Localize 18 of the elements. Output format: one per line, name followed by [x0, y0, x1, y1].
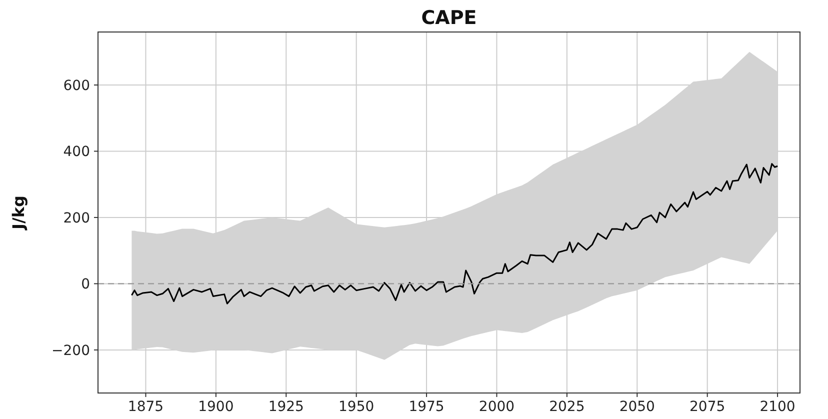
- x-tick-label: 2100: [760, 399, 796, 415]
- y-tick-label: −200: [52, 342, 90, 359]
- x-tick-label: 1900: [198, 399, 234, 415]
- x-tick-label: 1975: [408, 399, 444, 415]
- y-tick-label: 200: [63, 210, 90, 226]
- x-tick-label: 1950: [338, 399, 374, 415]
- y-tick-label: 600: [63, 78, 90, 94]
- x-tick-label: 1875: [128, 399, 164, 415]
- chart-title: CAPE: [421, 7, 477, 29]
- y-tick-label: 400: [63, 144, 90, 160]
- x-tick-label: 2050: [619, 399, 655, 415]
- y-tick-label: 0: [81, 276, 90, 293]
- line-series: [130, 163, 778, 304]
- y-axis-title: J/kg: [9, 196, 28, 230]
- x-tick-label: 2025: [549, 399, 585, 415]
- x-tick-label: 2075: [690, 399, 726, 415]
- x-tick-label: 1925: [268, 399, 304, 415]
- x-tick-label: 2000: [478, 399, 515, 415]
